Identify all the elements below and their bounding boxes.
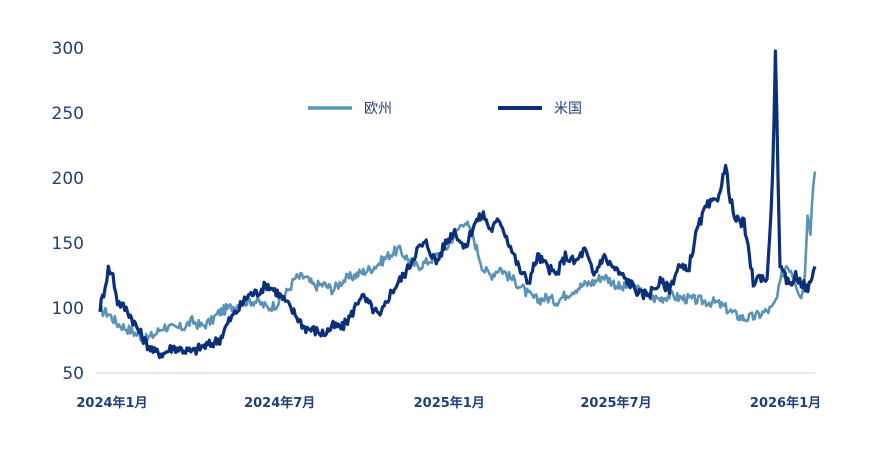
series-layer <box>98 49 817 360</box>
x-tick-label: 2025年7月 <box>580 395 651 411</box>
y-tick-label: 100 <box>52 299 84 319</box>
legend: 欧州 米国 <box>308 101 582 117</box>
series-line-europe <box>99 171 817 345</box>
y-tick-label: 50 <box>62 364 84 384</box>
y-tick-label: 150 <box>52 234 84 254</box>
legend-label-us: 米国 <box>554 101 582 117</box>
x-tick-label: 2026年1月 <box>750 395 821 411</box>
y-tick-label: 250 <box>52 104 84 124</box>
y-axis-ticks: 50 100 150 200 250 300 <box>52 39 84 384</box>
legend-label-europe: 欧州 <box>364 101 392 117</box>
y-tick-label: 200 <box>52 169 84 189</box>
y-tick-label: 300 <box>52 39 84 59</box>
x-tick-label: 2024年7月 <box>244 395 315 411</box>
series-line-us <box>98 49 817 360</box>
x-axis-ticks: 2024年1月 2024年7月 2025年1月 2025年7月 2026年1月 <box>76 395 821 411</box>
x-tick-label: 2025年1月 <box>414 395 485 411</box>
x-tick-label: 2024年1月 <box>76 395 147 411</box>
